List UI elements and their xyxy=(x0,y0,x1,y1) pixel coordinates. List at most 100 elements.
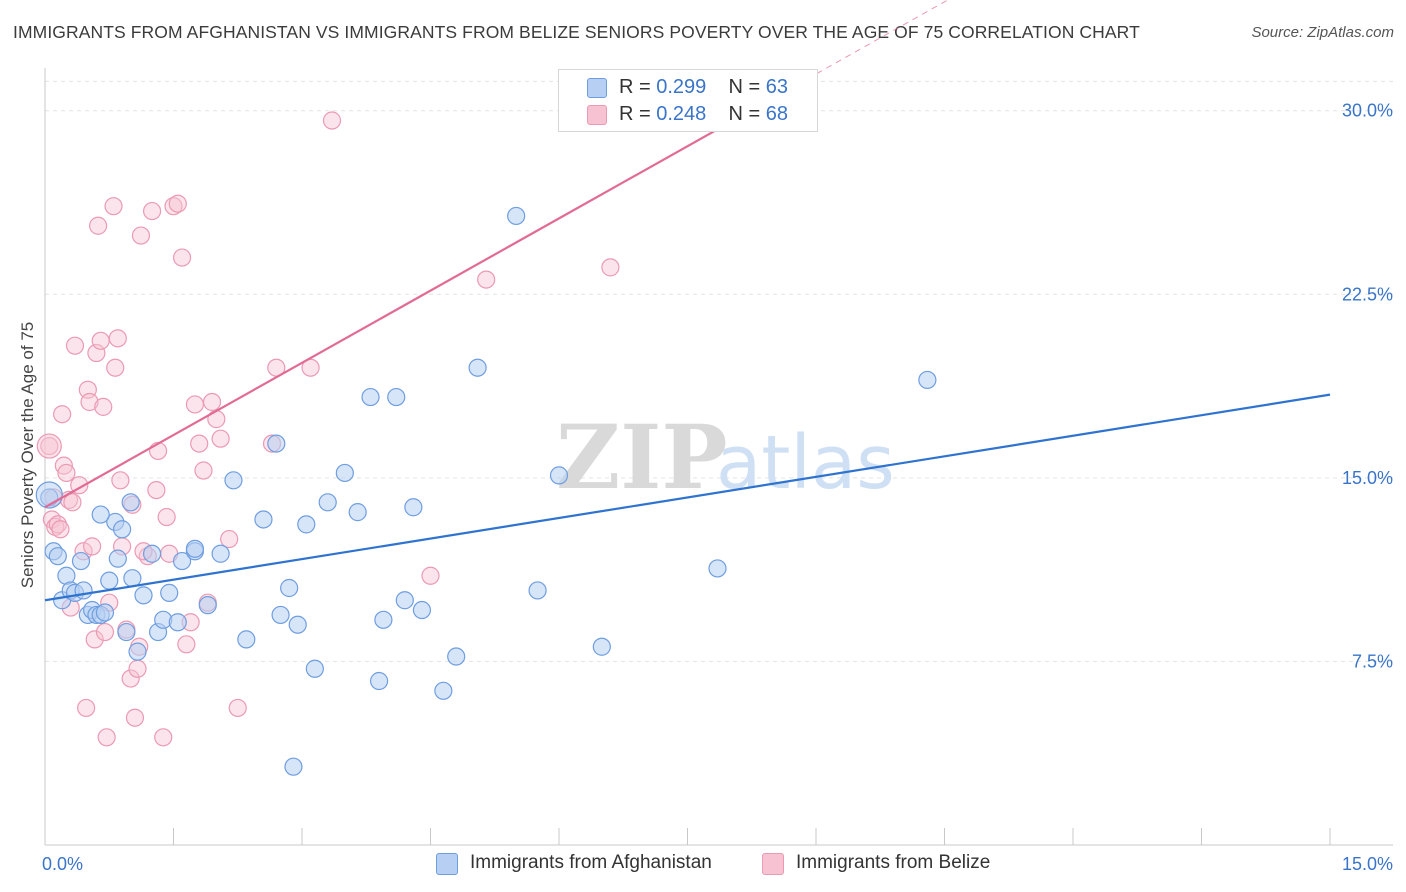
afghanistan-point xyxy=(71,551,91,571)
belize-point xyxy=(91,331,110,350)
afghanistan-point xyxy=(549,466,569,485)
afghanistan-point xyxy=(198,596,217,615)
belize-point xyxy=(211,429,230,448)
n-label: N = xyxy=(728,76,761,98)
belize-point xyxy=(97,728,116,747)
belize-point xyxy=(80,392,99,412)
belize-point xyxy=(157,507,176,527)
belize-legend-swatch xyxy=(762,853,784,875)
belize-point xyxy=(108,329,127,348)
afghanistan-point xyxy=(211,544,230,563)
afghanistan-point xyxy=(48,547,67,566)
afghanistan-point xyxy=(370,671,389,691)
r-value-afghanistan: 0.299 xyxy=(656,76,707,98)
afghanistan-point xyxy=(374,610,393,629)
belize-point xyxy=(53,405,72,424)
belize-point xyxy=(65,336,85,355)
belize-point xyxy=(322,111,342,130)
n-value-belize: 68 xyxy=(765,103,789,125)
afghanistan-point xyxy=(284,757,303,776)
x-tick-label: 0.0% xyxy=(42,854,83,874)
afghanistan-point xyxy=(412,600,432,620)
afghanistan-point xyxy=(112,520,132,539)
belize-point xyxy=(89,216,108,235)
r-value-belize: 0.248 xyxy=(656,103,707,125)
afghanistan-point xyxy=(708,559,727,578)
afghanistan-point xyxy=(224,471,243,490)
tick-labels: 7.5% 15.0% 22.5% 30.0% 0.0% 15.0% xyxy=(42,101,1393,874)
belize-point xyxy=(168,194,187,213)
belize-point xyxy=(77,698,96,718)
afghanistan-point xyxy=(74,581,93,600)
x-tick-label: 15.0% xyxy=(1342,854,1393,874)
belize-point xyxy=(177,635,196,654)
belize-point xyxy=(85,630,104,649)
afghanistan-point xyxy=(387,387,406,407)
r-label: R = xyxy=(619,103,651,125)
stats-legend: R = 0.299 N = 63 R = 0.248 N = 68 xyxy=(558,69,818,132)
r-label: R = xyxy=(619,76,651,98)
belize-point xyxy=(57,463,76,483)
n-label: N = xyxy=(728,103,761,125)
afghanistan-legend-label: Immigrants from Afghanistan xyxy=(470,852,712,873)
y-tick-label: 22.5% xyxy=(1342,284,1393,304)
belize-point xyxy=(83,537,102,556)
afghanistan-point xyxy=(404,498,423,517)
belize-point xyxy=(142,201,162,221)
afghanistan-point xyxy=(160,583,179,602)
afghanistan-point xyxy=(318,493,337,512)
afghanistan-point xyxy=(123,569,142,588)
afghanistan-point xyxy=(395,591,414,610)
y-tick-label: 30.0% xyxy=(1342,101,1393,121)
afghanistan-point xyxy=(918,370,937,390)
belize-point xyxy=(111,471,130,490)
belize-point xyxy=(601,258,620,277)
watermark-zip: ZIP xyxy=(556,405,728,509)
chart-title: IMMIGRANTS FROM AFGHANISTAN VS IMMIGRANT… xyxy=(13,22,1140,42)
belize-point xyxy=(63,493,82,512)
belize-point xyxy=(147,480,166,500)
afghanistan-point xyxy=(468,358,487,377)
belize-point xyxy=(94,397,113,416)
afghanistan-point xyxy=(142,544,162,563)
afghanistan-point xyxy=(117,622,136,642)
belize-point xyxy=(194,461,213,480)
belize-point xyxy=(477,270,496,289)
afghanistan-point xyxy=(335,463,354,483)
belize-trend-line xyxy=(44,121,731,509)
watermark-atlas: atlas xyxy=(716,420,895,506)
afghanistan-point xyxy=(305,659,324,678)
afghanistan-trend-line xyxy=(44,393,1331,602)
belize-point xyxy=(95,622,115,642)
belize-points xyxy=(36,111,620,747)
afghanistan-point xyxy=(91,505,110,524)
afghanistan-swatch xyxy=(587,78,607,98)
afghanistan-point xyxy=(434,681,453,700)
afghanistan-point xyxy=(168,613,187,632)
belize-point xyxy=(106,358,125,377)
afghanistan-point xyxy=(288,615,307,634)
afghanistan-point xyxy=(280,578,299,598)
belize-point xyxy=(131,226,151,245)
trend-lines xyxy=(44,0,1331,602)
afghanistan-point xyxy=(297,515,316,534)
afghanistan-point xyxy=(128,642,147,661)
belize-point xyxy=(54,456,73,475)
belize-point xyxy=(220,529,239,549)
belize-point xyxy=(125,708,145,727)
belize-point xyxy=(202,392,222,412)
afghanistan-point xyxy=(528,581,547,600)
belize-point xyxy=(148,441,168,461)
afghanistan-point xyxy=(108,549,127,568)
afghanistan-point xyxy=(254,510,273,529)
afghanistan-point xyxy=(447,647,466,666)
belize-point xyxy=(128,659,147,678)
belize-legend-label: Immigrants from Belize xyxy=(796,852,991,873)
afghanistan-point xyxy=(134,586,153,605)
afghanistan-point xyxy=(592,637,611,656)
belize-point xyxy=(121,669,140,688)
afghanistan-point xyxy=(185,539,205,558)
afghanistan-point xyxy=(100,571,119,590)
afghanistan-point xyxy=(271,605,290,625)
